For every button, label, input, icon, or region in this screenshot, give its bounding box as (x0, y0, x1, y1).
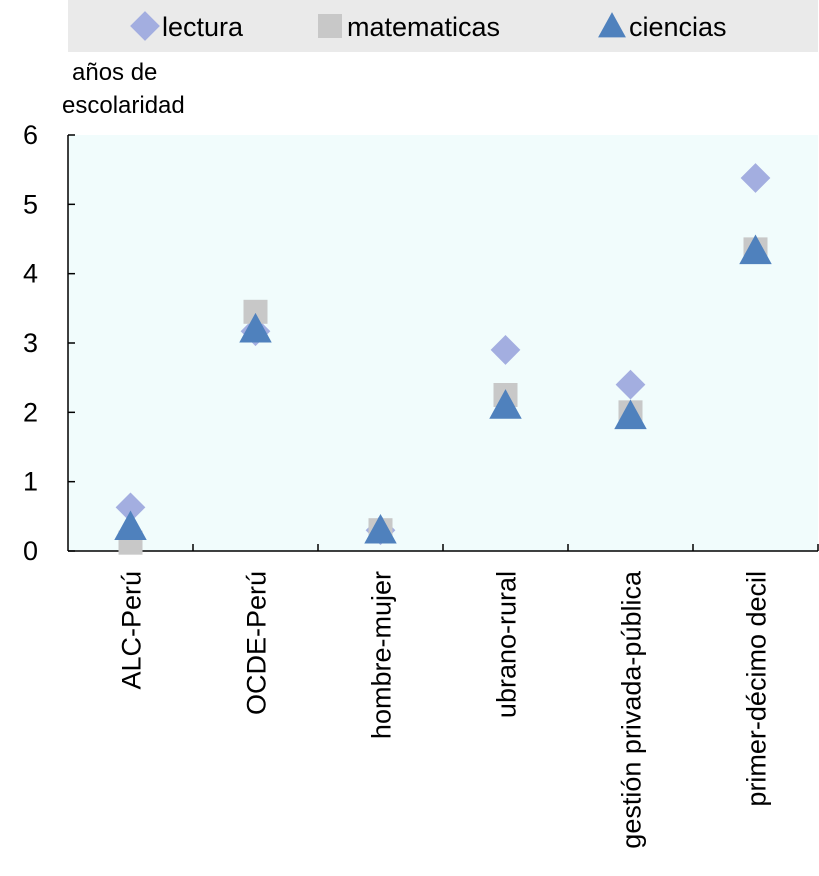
x-tick-label: hombre-mujer (367, 571, 397, 739)
data-point-ciencias (739, 234, 772, 265)
y-tick-label: 5 (23, 189, 38, 219)
y-axis-title-line-2: escolaridad (62, 92, 185, 119)
x-tick-label: gestión privada-pública (617, 570, 647, 849)
y-axis: 0 1 2 3 4 5 6 (23, 120, 75, 566)
legend: lectura matematicas ciencias (130, 11, 727, 42)
data-point-ciencias (489, 389, 522, 419)
data-point-ciencias (364, 513, 397, 544)
data-point-ciencias (114, 510, 147, 541)
x-tick-label: ALC-Perú (117, 571, 147, 690)
x-tick-label: primer-décimo decil (742, 571, 772, 807)
y-axis-title-line-1: años de (72, 59, 157, 86)
data-point-lectura (740, 163, 771, 193)
legend-label-ciencias: ciencias (629, 12, 727, 42)
plot-area (68, 135, 818, 551)
legend-label-lectura: lectura (162, 12, 244, 42)
y-tick-label: 1 (23, 467, 38, 497)
legend-label-matematicas: matematicas (347, 12, 500, 42)
data-point-lectura (115, 492, 146, 523)
data-point-lectura (490, 335, 521, 365)
legend-marker-matematicas (318, 14, 342, 38)
x-tick-label: OCDE-Perú (242, 571, 272, 715)
y-tick-label: 2 (23, 397, 38, 427)
x-axis: ALC-Perú OCDE-Perú hombre-mujer ubrano-rura… (68, 544, 819, 849)
legend-marker-ciencias (598, 12, 626, 38)
y-tick-label: 4 (23, 259, 38, 289)
data-points (114, 163, 772, 555)
data-point-lectura (615, 369, 646, 400)
y-tick-label: 0 (23, 536, 38, 566)
data-point-ciencias (239, 312, 272, 343)
x-tick-label: ubrano-rural (492, 571, 522, 718)
data-point-ciencias (614, 399, 647, 430)
y-tick-label: 6 (23, 120, 38, 150)
y-tick-label: 3 (23, 328, 38, 358)
legend-marker-lectura (130, 11, 160, 41)
legend-background (68, 0, 818, 52)
